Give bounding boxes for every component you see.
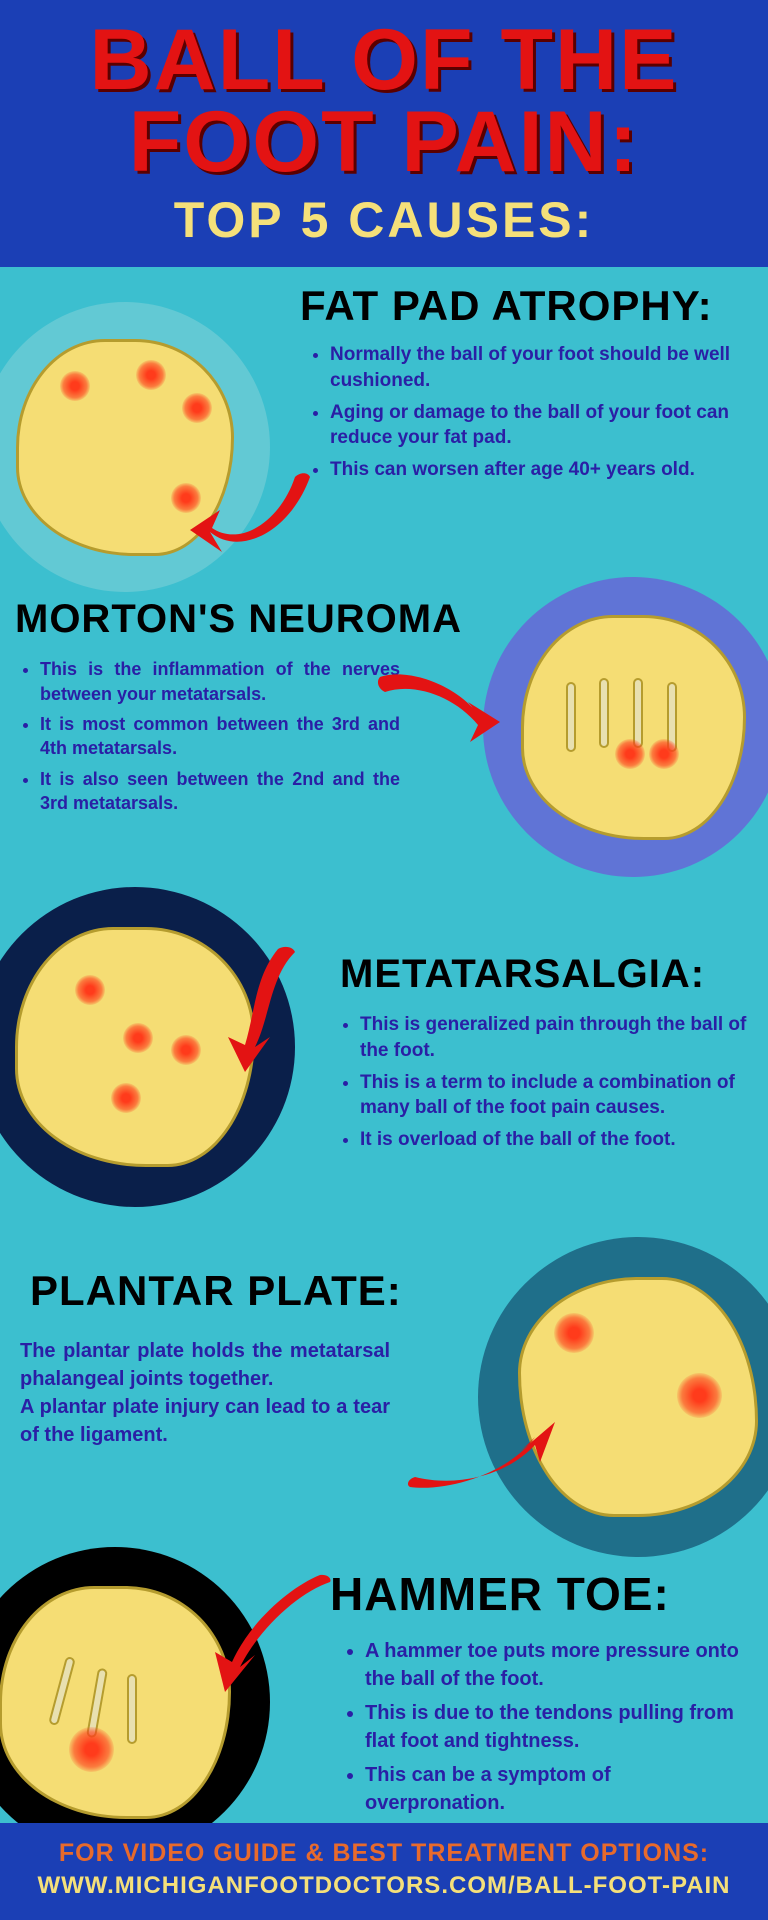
section-title: HAMMER TOE:: [330, 1567, 670, 1621]
footer-url-text: WWW.MICHIGANFOOTDOCTORS.COM/BALL-FOOT-PA…: [10, 1872, 758, 1900]
bullet-list: This is generalized pain through the bal…: [360, 1012, 750, 1158]
section-mortons-neuroma: MORTON'S NEUROMA This is the inflammatio…: [0, 597, 768, 917]
section-title: FAT PAD ATROPHY:: [300, 282, 713, 330]
illustration-circle-4: [478, 1237, 768, 1557]
section-metatarsalgia: METATARSALGIA: This is generalized pain …: [0, 897, 768, 1227]
list-item: This can worsen after age 40+ years old.: [330, 457, 750, 483]
illustration-circle-5: [0, 1547, 270, 1857]
illustration-circle-2: [483, 577, 768, 877]
list-item: Normally the ball of your foot should be…: [330, 342, 750, 393]
list-item: This is a term to include a combination …: [360, 1070, 750, 1121]
bullet-list: A hammer toe puts more pressure onto the…: [365, 1637, 745, 1823]
paragraph-text: The plantar plate holds the metatarsal p…: [20, 1337, 390, 1449]
header-banner: BALL OF THE FOOT PAIN: TOP 5 CAUSES:: [0, 0, 768, 267]
footer-banner: FOR VIDEO GUIDE & BEST TREATMENT OPTIONS…: [0, 1823, 768, 1920]
section-title: MORTON'S NEUROMA: [15, 597, 462, 642]
foot-illustration-icon: [15, 927, 255, 1167]
list-item: It is also seen between the 2nd and the …: [40, 767, 400, 816]
section-title: METATARSALGIA:: [340, 952, 705, 997]
list-item: It is overload of the ball of the foot.: [360, 1127, 750, 1153]
bullet-list: Normally the ball of your foot should be…: [330, 342, 750, 488]
section-title: PLANTAR PLATE:: [30, 1267, 402, 1315]
foot-illustration-icon: [521, 615, 746, 840]
illustration-circle-1: [0, 302, 270, 592]
footer-cta-text: FOR VIDEO GUIDE & BEST TREATMENT OPTIONS…: [10, 1839, 758, 1868]
list-item: This can be a symptom of overpronation.: [365, 1761, 745, 1817]
subtitle: TOP 5 CAUSES:: [10, 191, 758, 249]
list-item: A hammer toe puts more pressure onto the…: [365, 1637, 745, 1693]
section-fat-pad-atrophy: FAT PAD ATROPHY: Normally the ball of yo…: [0, 282, 768, 572]
list-item: This is due to the tendons pulling from …: [365, 1699, 745, 1755]
section-plantar-plate: PLANTAR PLATE: The plantar plate holds t…: [0, 1247, 768, 1547]
foot-illustration-icon: [518, 1277, 758, 1517]
main-title: BALL OF THE FOOT PAIN:: [10, 20, 758, 183]
list-item: It is most common between the 3rd and 4t…: [40, 712, 400, 761]
list-item: Aging or damage to the ball of your foot…: [330, 400, 750, 451]
illustration-circle-3: [0, 887, 295, 1207]
bullet-list: This is the inflammation of the nerves b…: [40, 657, 400, 821]
list-item: This is generalized pain through the bal…: [360, 1012, 750, 1063]
foot-illustration-icon: [16, 339, 234, 557]
list-item: This is the inflammation of the nerves b…: [40, 657, 400, 706]
foot-illustration-icon: [0, 1586, 231, 1819]
